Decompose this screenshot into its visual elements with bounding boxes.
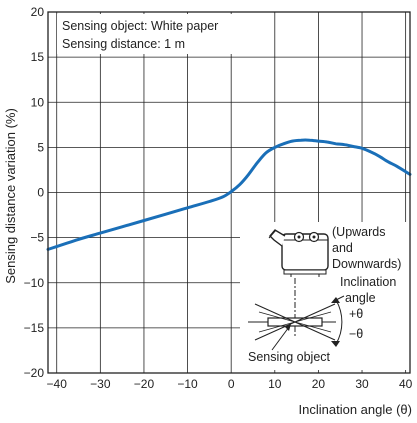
x-tick-label: 10 xyxy=(268,377,282,391)
y-tick-label: 15 xyxy=(31,50,45,64)
direction-line-2: and xyxy=(332,241,353,255)
x-tick-label: −30 xyxy=(90,377,111,391)
y-tick-label: −15 xyxy=(24,321,45,335)
object-arrow xyxy=(271,326,290,351)
inclination-arc xyxy=(335,299,343,345)
series-line xyxy=(46,138,412,251)
direction-line-1: (Upwards xyxy=(332,225,386,239)
x-tick-label: −40 xyxy=(47,377,68,391)
y-tick-labels: 20 15 10 5 0 −5 −10 −15 −20 xyxy=(24,5,45,380)
x-tick-label: −20 xyxy=(134,377,155,391)
x-tick-label: −10 xyxy=(177,377,198,391)
condition-distance: Sensing distance: 1 m xyxy=(62,37,185,51)
plus-theta-label: +θ xyxy=(349,307,363,321)
sensing-object-label: Sensing object xyxy=(248,350,331,364)
y-tick-label: 0 xyxy=(37,186,44,200)
x-axis-title: Inclination angle (θ) xyxy=(299,402,412,417)
sensing-object-plate xyxy=(248,303,336,341)
y-tick-label: −10 xyxy=(24,276,45,290)
y-tick-label: 5 xyxy=(37,140,44,154)
inclination-label-1: Inclination xyxy=(340,275,396,289)
direction-line-3: Downwards) xyxy=(332,257,401,271)
condition-object: Sensing object: White paper xyxy=(62,19,218,33)
minus-theta-label: −θ xyxy=(349,327,363,341)
y-tick-label: 10 xyxy=(31,95,45,109)
y-tick-label: −5 xyxy=(30,231,44,245)
x-tick-label: 20 xyxy=(312,377,326,391)
plot-frame xyxy=(47,11,411,374)
y-tick-label: −20 xyxy=(24,366,45,380)
y-tick-label: 20 xyxy=(31,5,45,19)
x-tick-label: 0 xyxy=(228,377,235,391)
x-tick-label: 30 xyxy=(355,377,369,391)
x-tick-label: 40 xyxy=(399,377,413,391)
inclination-label-2: angle xyxy=(345,291,376,305)
inset-diagram: (Upwards and Downwards) Inclination angl… xyxy=(240,222,410,370)
x-tick-labels: −40 −30 −20 −10 0 10 20 30 40 xyxy=(47,377,413,391)
y-axis-title: Sensing distance variation (%) xyxy=(3,108,18,284)
sensor-icon xyxy=(268,229,329,277)
conditions-box xyxy=(57,14,239,54)
